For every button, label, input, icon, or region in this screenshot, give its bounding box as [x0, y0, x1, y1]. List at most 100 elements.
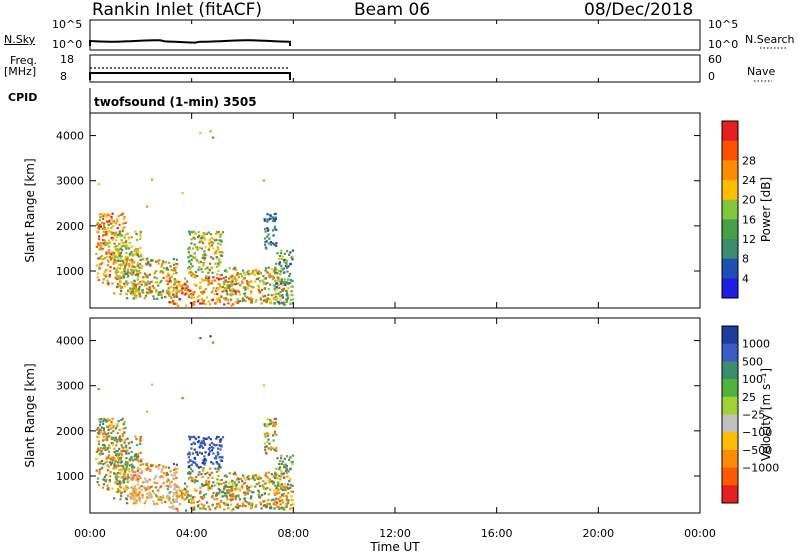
velocity-cell [172, 462, 175, 466]
power-cell [270, 294, 273, 297]
velocity-cell [188, 435, 191, 438]
heatmap-frame-0 [89, 112, 701, 309]
power-cell [142, 280, 145, 283]
power-cell [282, 287, 285, 290]
power-cell [187, 248, 190, 251]
velocity-cell [101, 452, 104, 455]
power-cell [286, 250, 289, 253]
power-cell [113, 258, 116, 261]
power-cell [175, 279, 178, 282]
power-cell [257, 284, 260, 287]
power-cell [106, 233, 109, 237]
velocity-cell [153, 502, 156, 505]
velocity-cell [217, 452, 220, 455]
power-cell [120, 290, 123, 293]
power-cell [97, 225, 101, 228]
power-cell [176, 304, 179, 307]
power-cell [176, 280, 179, 283]
power-cell [122, 228, 125, 231]
power-cell [199, 260, 202, 264]
velocity-cell [205, 481, 208, 484]
velocity-cell [121, 476, 124, 479]
velocity-cell [103, 427, 106, 430]
velocity-cell [208, 508, 212, 511]
power-cell [113, 292, 116, 295]
power-cell [169, 265, 172, 268]
power-cell [217, 242, 220, 245]
velocity-cell [140, 460, 143, 463]
y-tick-label: 1000 [56, 470, 84, 483]
velocity-cell [120, 460, 123, 463]
velocity-cell [107, 446, 110, 450]
power-cell [143, 272, 147, 275]
power-cell [111, 251, 114, 254]
velocity-cell [285, 471, 288, 474]
velocity-cell [282, 508, 285, 511]
velocity-cell [182, 492, 185, 495]
power-cell [135, 289, 138, 292]
velocity-cell [110, 463, 113, 466]
power-cell [153, 297, 156, 300]
velocity-cell [145, 488, 148, 491]
power-cell [268, 302, 272, 305]
power-cell [146, 280, 149, 283]
velocity-cell [123, 490, 126, 493]
power-cell [193, 276, 197, 279]
power-cell [220, 273, 223, 276]
velocity-cell [125, 452, 128, 455]
velocity-cell [231, 495, 234, 498]
velocity-cell [121, 468, 124, 471]
velocity-cell [197, 466, 201, 469]
velocity-cell [275, 486, 278, 489]
velocity-cell [126, 449, 129, 452]
power-cell [236, 301, 239, 305]
velocity-cell [285, 498, 288, 501]
velocity-cell [99, 460, 102, 463]
power-cell [237, 290, 240, 293]
power-cell [173, 302, 176, 305]
velocity-cell [195, 451, 198, 454]
power-cell [266, 213, 269, 216]
velocity-cell [175, 491, 178, 495]
power-cell [99, 216, 102, 219]
velocity-cell [209, 467, 212, 470]
power-cell [249, 298, 252, 302]
power-cell [273, 227, 276, 231]
power-cell [125, 283, 128, 286]
velocity-cell [131, 469, 134, 472]
velocity-cell [108, 454, 111, 457]
power-cell [134, 266, 137, 269]
velocity-cell [132, 470, 136, 473]
velocity-cell [274, 471, 277, 474]
power-colorbar-swatch [722, 160, 738, 181]
velocity-cell [168, 499, 171, 502]
cpid-text: twofsound (1-min) 3505 [94, 95, 257, 109]
power-cell [243, 271, 246, 275]
power-cell [232, 303, 235, 306]
power-cell [101, 281, 104, 284]
velocity-cell [103, 443, 106, 447]
power-cell [110, 218, 113, 221]
velocity-cell [123, 481, 126, 484]
power-cell [238, 299, 241, 303]
power-cell [118, 223, 121, 226]
velocity-cell [124, 426, 127, 429]
power-cell [225, 270, 228, 273]
power-cell [205, 232, 208, 235]
velocity-cell [113, 472, 116, 475]
velocity-cell [284, 463, 287, 466]
velocity-cell [284, 488, 287, 492]
velocity-cell [202, 470, 205, 473]
power-cell [272, 293, 275, 296]
velocity-cell [207, 476, 210, 479]
power-cell [237, 276, 240, 279]
velocity-cell [276, 457, 279, 460]
velocity-cell [203, 496, 206, 499]
power-cell [275, 268, 278, 271]
power-cell [251, 299, 254, 302]
velocity-cell [159, 496, 162, 499]
power-cell [255, 299, 258, 302]
power-cell [209, 282, 212, 285]
power-cell [271, 242, 274, 245]
